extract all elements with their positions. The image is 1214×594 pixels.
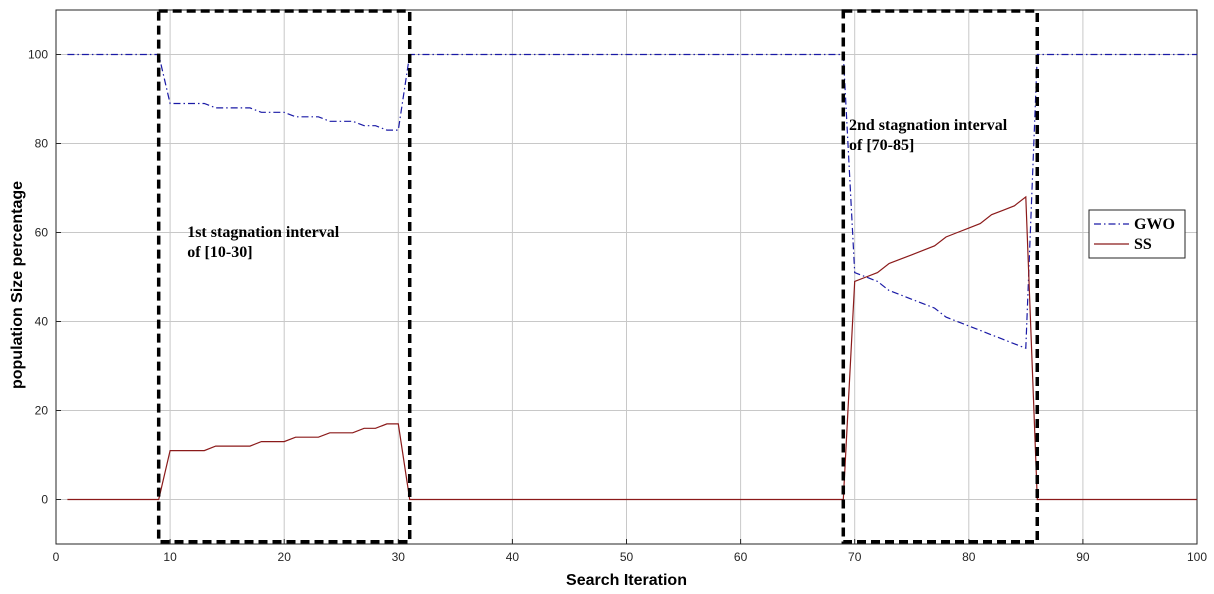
series-line-ss	[67, 195, 1197, 501]
y-axis-label: population Size percentage	[9, 181, 26, 389]
x-tick-label: 20	[278, 550, 292, 564]
annotation-line: 1st stagnation interval	[187, 224, 340, 241]
stagnation-boxes	[156, 9, 1040, 544]
x-tick-label: 90	[1076, 550, 1090, 564]
legend-label-ss: SS	[1134, 236, 1152, 253]
y-tick-label: 20	[35, 404, 49, 418]
x-axis-label: Search Iteration	[566, 572, 687, 589]
x-tick-label: 0	[53, 550, 60, 564]
x-tick-label: 100	[1187, 550, 1207, 564]
stagnation-box-2	[841, 9, 1040, 544]
x-tick-label: 80	[962, 550, 976, 564]
x-tick-label: 50	[620, 550, 634, 564]
x-tick-label: 40	[506, 550, 520, 564]
legend: GWO SS	[1088, 209, 1186, 259]
x-tick-label: 70	[848, 550, 862, 564]
y-tick-label: 60	[35, 226, 49, 240]
grid-lines	[56, 10, 1197, 544]
x-tick-label: 60	[734, 550, 748, 564]
series-lines	[67, 53, 1197, 501]
tick-labels: 0 10 20 30 40 50 60 70 80 90 100 0 20 40 60 80 100	[28, 48, 1207, 565]
annotation-2: 2nd stagnation interval of [70-85]	[849, 117, 1008, 154]
legend-box	[1088, 209, 1186, 259]
annotations: 1st stagnation interval of [10-30] 2nd sta…	[187, 117, 1008, 261]
legend-label-gwo: GWO	[1134, 216, 1175, 233]
annotation-1: 1st stagnation interval of [10-30]	[187, 224, 340, 261]
series-line-gwo	[67, 53, 1197, 350]
y-tick-label: 0	[41, 493, 48, 507]
annotation-line: of [70-85]	[849, 137, 914, 154]
x-tick-label: 30	[392, 550, 406, 564]
annotation-line: of [10-30]	[187, 244, 252, 261]
x-tick-label: 10	[163, 550, 177, 564]
y-tick-label: 80	[35, 137, 49, 151]
y-tick-label: 40	[35, 315, 49, 329]
annotation-line: 2nd stagnation interval	[849, 117, 1008, 134]
y-tick-label: 100	[28, 48, 48, 62]
